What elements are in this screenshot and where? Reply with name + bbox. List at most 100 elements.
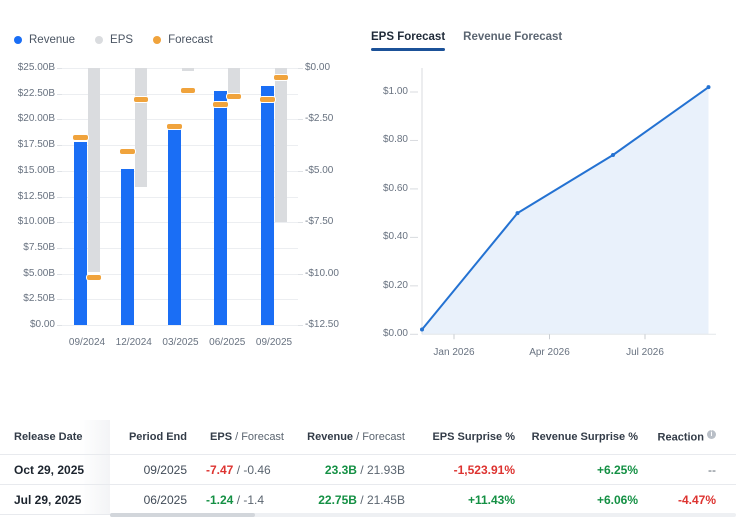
table-cell: EPS Surprise % (405, 431, 515, 443)
table-cell: -4.47% (638, 493, 736, 507)
area-fill (422, 87, 709, 335)
right-axis-label: -$10.00 (305, 267, 339, 279)
y-axis-label: $1.00 (382, 86, 408, 97)
right-axis-tick (298, 325, 303, 326)
earnings-table: Release Date Period End EPS / Forecast Reve… (0, 420, 736, 515)
bar-revenue (74, 142, 87, 325)
legend-item-eps[interactable]: EPS (95, 34, 133, 46)
legend-item-forecast[interactable]: Forecast (153, 34, 213, 46)
table-cell: Period End (110, 431, 187, 443)
table-row: Jul 29, 2025 06/2025 -1.24 / -1.4 22.75B / … (0, 485, 736, 515)
cell-text: 23.3B (324, 462, 357, 477)
table-cell: 09/2025 (110, 463, 187, 477)
marker-revenue-forecast (119, 148, 135, 154)
y-axis-label: $0.40 (382, 231, 408, 243)
cell-text: 22.75B (318, 492, 357, 507)
y-axis-label: $0.80 (382, 134, 408, 146)
bar-eps (275, 68, 287, 222)
tab-revenue-forecast[interactable]: Revenue Forecast (463, 31, 563, 43)
cell-text: -1,523.91% (453, 462, 515, 477)
table-cell: Revenue / Forecast (290, 431, 405, 443)
marker-eps-forecast (274, 75, 288, 80)
table-cell: 23.3B / 21.93B (290, 463, 405, 477)
left-axis-tick (57, 247, 62, 249)
cell-content: Release Date (0, 431, 83, 443)
cell-text: 06/2025 (143, 492, 187, 507)
gridline (62, 68, 298, 69)
cell-text: Jul 29, 2025 (14, 492, 82, 507)
release-date-cell: Release Date (0, 420, 110, 454)
left-axis-tick (57, 68, 62, 69)
bar-revenue (120, 168, 134, 325)
bar-revenue (261, 85, 274, 325)
cell-text: EPS Surprise % (432, 431, 515, 443)
left-axis-label: $25.00B (17, 62, 55, 73)
cell-text: / (356, 462, 367, 477)
marker-revenue-forecast (260, 97, 275, 103)
left-axis-label: $2.50B (23, 293, 55, 305)
cell-content: Jul 29, 2025 (0, 493, 81, 507)
right-axis-tick (298, 119, 303, 121)
table-cell: +6.25% (515, 463, 638, 477)
cell-text: -0.46 (243, 462, 271, 477)
bar-eps (181, 68, 194, 71)
cell-text: 21.45B (366, 492, 405, 507)
cell-text: Reaction (657, 431, 704, 444)
left-axis-tick (57, 273, 62, 275)
eps-forecast-chart: $1.00 $0.80 $0.60 $0.40 $0.20 $0.00 Jan 2026 Ap… (360, 60, 736, 370)
table-cell: -7.47 / -0.46 (187, 463, 290, 477)
table-scrollbar-thumb[interactable] (110, 513, 255, 517)
bar-eps (88, 68, 100, 272)
bar-eps (228, 68, 241, 94)
table-cell: 22.75B / 21.45B (290, 493, 405, 507)
table-row: Oct 29, 2025 09/2025 -7.47 / -0.46 23.3B / … (0, 455, 736, 485)
x-axis-label: 06/2025 (209, 337, 246, 348)
right-axis-tick (298, 273, 303, 275)
cell-text: Oct 29, 2025 (14, 462, 85, 477)
eps-dot-icon (95, 36, 104, 44)
revenue-dot-icon (14, 36, 22, 44)
marker-eps-forecast (180, 88, 195, 94)
legend-item-revenue[interactable]: Revenue (14, 34, 75, 46)
left-axis-tick (57, 299, 62, 301)
left-axis-tick (57, 325, 62, 326)
table-cell: Revenue Surprise % (515, 431, 638, 443)
data-point (611, 152, 615, 157)
tab-eps-forecast[interactable]: EPS Forecast (371, 31, 446, 51)
cell-text: / Forecast (353, 431, 405, 443)
left-axis-tick (57, 222, 62, 224)
cell-text: -1.24 (206, 492, 234, 507)
cell-text: 21.93B (366, 462, 405, 477)
left-axis-label: $15.00B (17, 164, 55, 176)
chart-legend: Revenue EPS Forecast (14, 34, 213, 46)
forecast-tabs: EPS Forecast Revenue Forecast (371, 31, 562, 51)
left-axis-label: $20.00B (17, 113, 55, 125)
bar-eps (134, 68, 147, 188)
y-axis-label: $0.00 (382, 328, 408, 340)
right-axis-label: -$2.50 (305, 113, 334, 125)
data-point (420, 327, 424, 332)
release-date-cell: Jul 29, 2025 (0, 485, 110, 514)
cell-text: Release Date (14, 431, 83, 443)
cell-text: -7.47 (206, 462, 234, 477)
cell-text: 09/2025 (143, 462, 187, 477)
earnings-history-chart: $25.00B $22.50B $20.00B $17.50B $15.00B $12.5… (0, 0, 356, 372)
cell-content: Oct 29, 2025 (0, 463, 84, 477)
left-axis-label: $5.00B (23, 267, 55, 279)
cell-text: EPS (210, 431, 233, 443)
right-axis-label: -$5.00 (305, 164, 334, 176)
cell-text: Period End (128, 431, 187, 443)
y-axis-label: $0.60 (382, 182, 408, 194)
cell-text: / (233, 492, 244, 507)
x-axis-label: 09/2024 (68, 337, 106, 348)
left-axis-label: $17.50B (17, 139, 55, 151)
cell-text: -4.47% (677, 492, 716, 507)
table-cell: EPS / Forecast (187, 431, 290, 443)
marker-eps-forecast (87, 275, 101, 281)
table-cell: -- (638, 463, 736, 477)
y-axis-label: $0.20 (382, 279, 408, 291)
right-axis-tick (298, 170, 303, 172)
right-axis-tick (298, 222, 303, 224)
info-icon[interactable]: i (707, 430, 716, 440)
